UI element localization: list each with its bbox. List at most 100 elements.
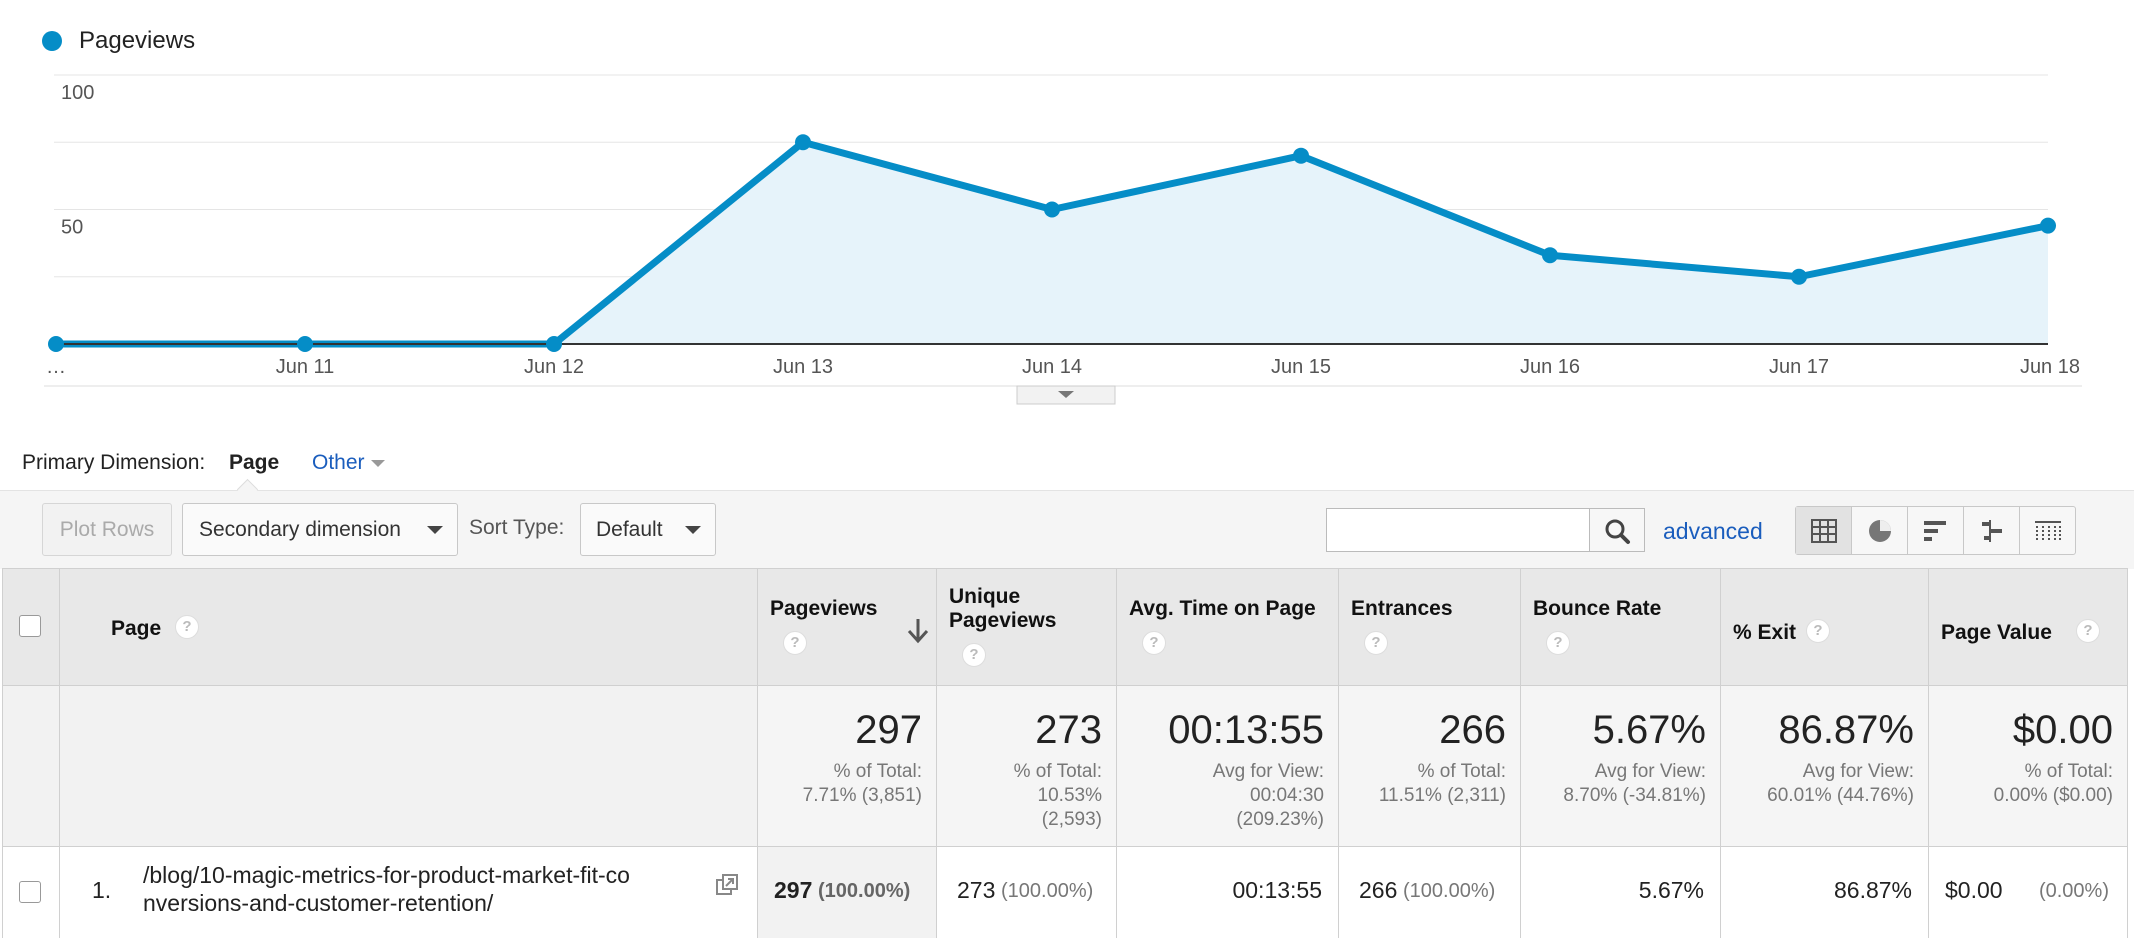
header-exit[interactable]: % Exit ?: [1721, 568, 1929, 686]
comparison-view-button[interactable]: [1964, 507, 2020, 554]
totals-exit-sub: Avg for View: 60.01% (44.76%): [1767, 760, 1914, 808]
secondary-dimension-dropdown[interactable]: Secondary dimension: [182, 503, 458, 556]
totals-sub-line: (209.23%): [1236, 809, 1324, 830]
row-pageviews-value: 297: [774, 877, 813, 903]
data-point[interactable]: [48, 336, 64, 352]
row-page-link[interactable]: /blog/10-magic-metrics-for-product-marke…: [143, 861, 630, 917]
data-point[interactable]: [1044, 201, 1060, 218]
table-search-input[interactable]: [1326, 508, 1590, 552]
help-icon[interactable]: ?: [1142, 631, 1166, 655]
table-view-button[interactable]: [1796, 507, 1852, 554]
data-point[interactable]: [795, 134, 811, 151]
row-entrances-pct: (100.00%): [1403, 880, 1496, 902]
totals-page-cell: [60, 686, 758, 847]
totals-sub-line: % of Total:: [1417, 761, 1506, 782]
help-icon[interactable]: ?: [783, 631, 807, 655]
header-avg-time-on-page[interactable]: Avg. Time on Page ?: [1117, 568, 1339, 686]
totals-pageviews: 297 % of Total: 7.71% (3,851): [758, 686, 937, 847]
data-point[interactable]: [2040, 217, 2056, 234]
dimension-other-dropdown[interactable]: Other: [312, 451, 365, 474]
totals-bounce-rate: 5.67% Avg for View: 8.70% (-34.81%): [1521, 686, 1721, 847]
help-icon[interactable]: ?: [1546, 631, 1570, 655]
help-icon[interactable]: ?: [962, 643, 986, 667]
help-icon[interactable]: ?: [2076, 619, 2100, 643]
header-select-all-cell: [2, 568, 60, 686]
caret-down-icon: [371, 460, 385, 467]
help-icon[interactable]: ?: [1806, 619, 1830, 643]
header-avg-time-label: Avg. Time on Page: [1129, 597, 1316, 620]
chevron-down-icon: [1058, 391, 1074, 398]
totals-sub-line: Avg for View:: [1212, 761, 1324, 782]
row-page-path-line2: nversions-and-customer-retention/: [143, 890, 494, 916]
table-row-pageviews-cell: 297 (100.00%): [758, 847, 937, 938]
advanced-filter-link[interactable]: advanced: [1663, 518, 1763, 544]
y-tick-label: 100: [61, 82, 94, 104]
caret-down-icon: [427, 526, 443, 534]
row-checkbox[interactable]: [19, 881, 41, 903]
x-tick-label: Jun 16: [1520, 356, 1580, 378]
x-tick-label: Jun 11: [276, 356, 335, 378]
row-avg-time-value: 00:13:55: [1232, 877, 1322, 903]
totals-entrances: 266 % of Total: 11.51% (2,311): [1339, 686, 1521, 847]
totals-sub-line: 8.70% (-34.81%): [1563, 785, 1706, 806]
legend-color-dot: [42, 31, 62, 51]
header-page-label: Page: [111, 617, 162, 640]
plot-rows-button[interactable]: Plot Rows: [42, 503, 172, 556]
totals-sub-line: 10.53%: [1037, 785, 1102, 806]
totals-bounce-rate-value: 5.67%: [1592, 708, 1706, 752]
totals-avg-time-sub: Avg for View: 00:04:30 (209.23%): [1213, 760, 1324, 832]
dimension-tab-page[interactable]: Page: [229, 451, 280, 474]
open-external-link-icon[interactable]: [714, 873, 740, 897]
header-page-value[interactable]: Page Value ?: [1929, 568, 2128, 686]
row-pageviews-pct: (100.00%): [818, 880, 911, 902]
x-tick-label: Jun 15: [1271, 356, 1331, 378]
data-point[interactable]: [297, 336, 313, 352]
help-icon[interactable]: ?: [1364, 631, 1388, 655]
totals-sub-line: (2,593): [1041, 809, 1102, 830]
header-exit-label: % Exit: [1733, 621, 1797, 644]
bar-view-button[interactable]: [1908, 507, 1964, 554]
totals-sub-line: % of Total:: [833, 761, 922, 782]
caret-down-icon: [685, 526, 701, 534]
data-point[interactable]: [1791, 268, 1807, 285]
pie-view-button[interactable]: [1852, 507, 1908, 554]
header-bounce-rate[interactable]: Bounce Rate ?: [1521, 568, 1721, 686]
pie-view-icon: [1868, 519, 1891, 542]
x-tick-label: Jun 12: [524, 356, 584, 378]
totals-sub-line: 7.71% (3,851): [802, 785, 922, 806]
legend-label: Pageviews: [79, 27, 196, 54]
header-page-value-label: Page Value: [1941, 621, 2052, 644]
header-unique-pageviews[interactable]: Unique Pageviews ?: [937, 568, 1117, 686]
header-page[interactable]: Page ?: [60, 568, 758, 686]
row-page-value-pct: (0.00%): [2038, 880, 2109, 902]
row-entrances-value: 266: [1359, 877, 1398, 903]
totals-sub-line: Avg for View:: [1594, 761, 1706, 782]
primary-dimension-label: Primary Dimension:: [22, 451, 206, 474]
data-point[interactable]: [546, 336, 562, 352]
data-point[interactable]: [1293, 147, 1309, 164]
select-all-checkbox[interactable]: [19, 615, 41, 637]
pivot-view-button[interactable]: [2020, 507, 2076, 554]
row-unique-value: 273: [957, 877, 996, 903]
row-page-value-value: $0.00: [1945, 877, 2003, 903]
help-icon[interactable]: ?: [175, 615, 199, 639]
row-exit-value: 86.87%: [1833, 877, 1912, 903]
view-switcher: [1795, 506, 2076, 555]
header-pageviews[interactable]: Pageviews ?: [758, 568, 937, 686]
table-row-bounce-rate-cell: 5.67%: [1521, 847, 1721, 938]
totals-pageviews-sub: % of Total: 7.71% (3,851): [803, 760, 922, 808]
bar-view-icon: [1923, 520, 1946, 541]
table-row-exit-cell: 86.87%: [1721, 847, 1929, 938]
table-row-page-cell: 1. /blog/10-magic-metrics-for-product-ma…: [60, 847, 758, 938]
data-point[interactable]: [1542, 247, 1558, 264]
chart-expand-handle[interactable]: [1016, 385, 1116, 405]
sort-type-select[interactable]: Default: [580, 503, 716, 556]
totals-sub-line: % of Total:: [1013, 761, 1102, 782]
comparison-view-icon: [1981, 519, 2002, 542]
x-tick-label: Jun 17: [1769, 356, 1829, 378]
header-entrances[interactable]: Entrances ?: [1339, 568, 1521, 686]
totals-exit-value: 86.87%: [1778, 708, 1914, 752]
table-row-avg-time-cell: 00:13:55: [1117, 847, 1339, 938]
row-bounce-rate-value: 5.67%: [1638, 877, 1704, 903]
search-button[interactable]: [1589, 508, 1645, 552]
